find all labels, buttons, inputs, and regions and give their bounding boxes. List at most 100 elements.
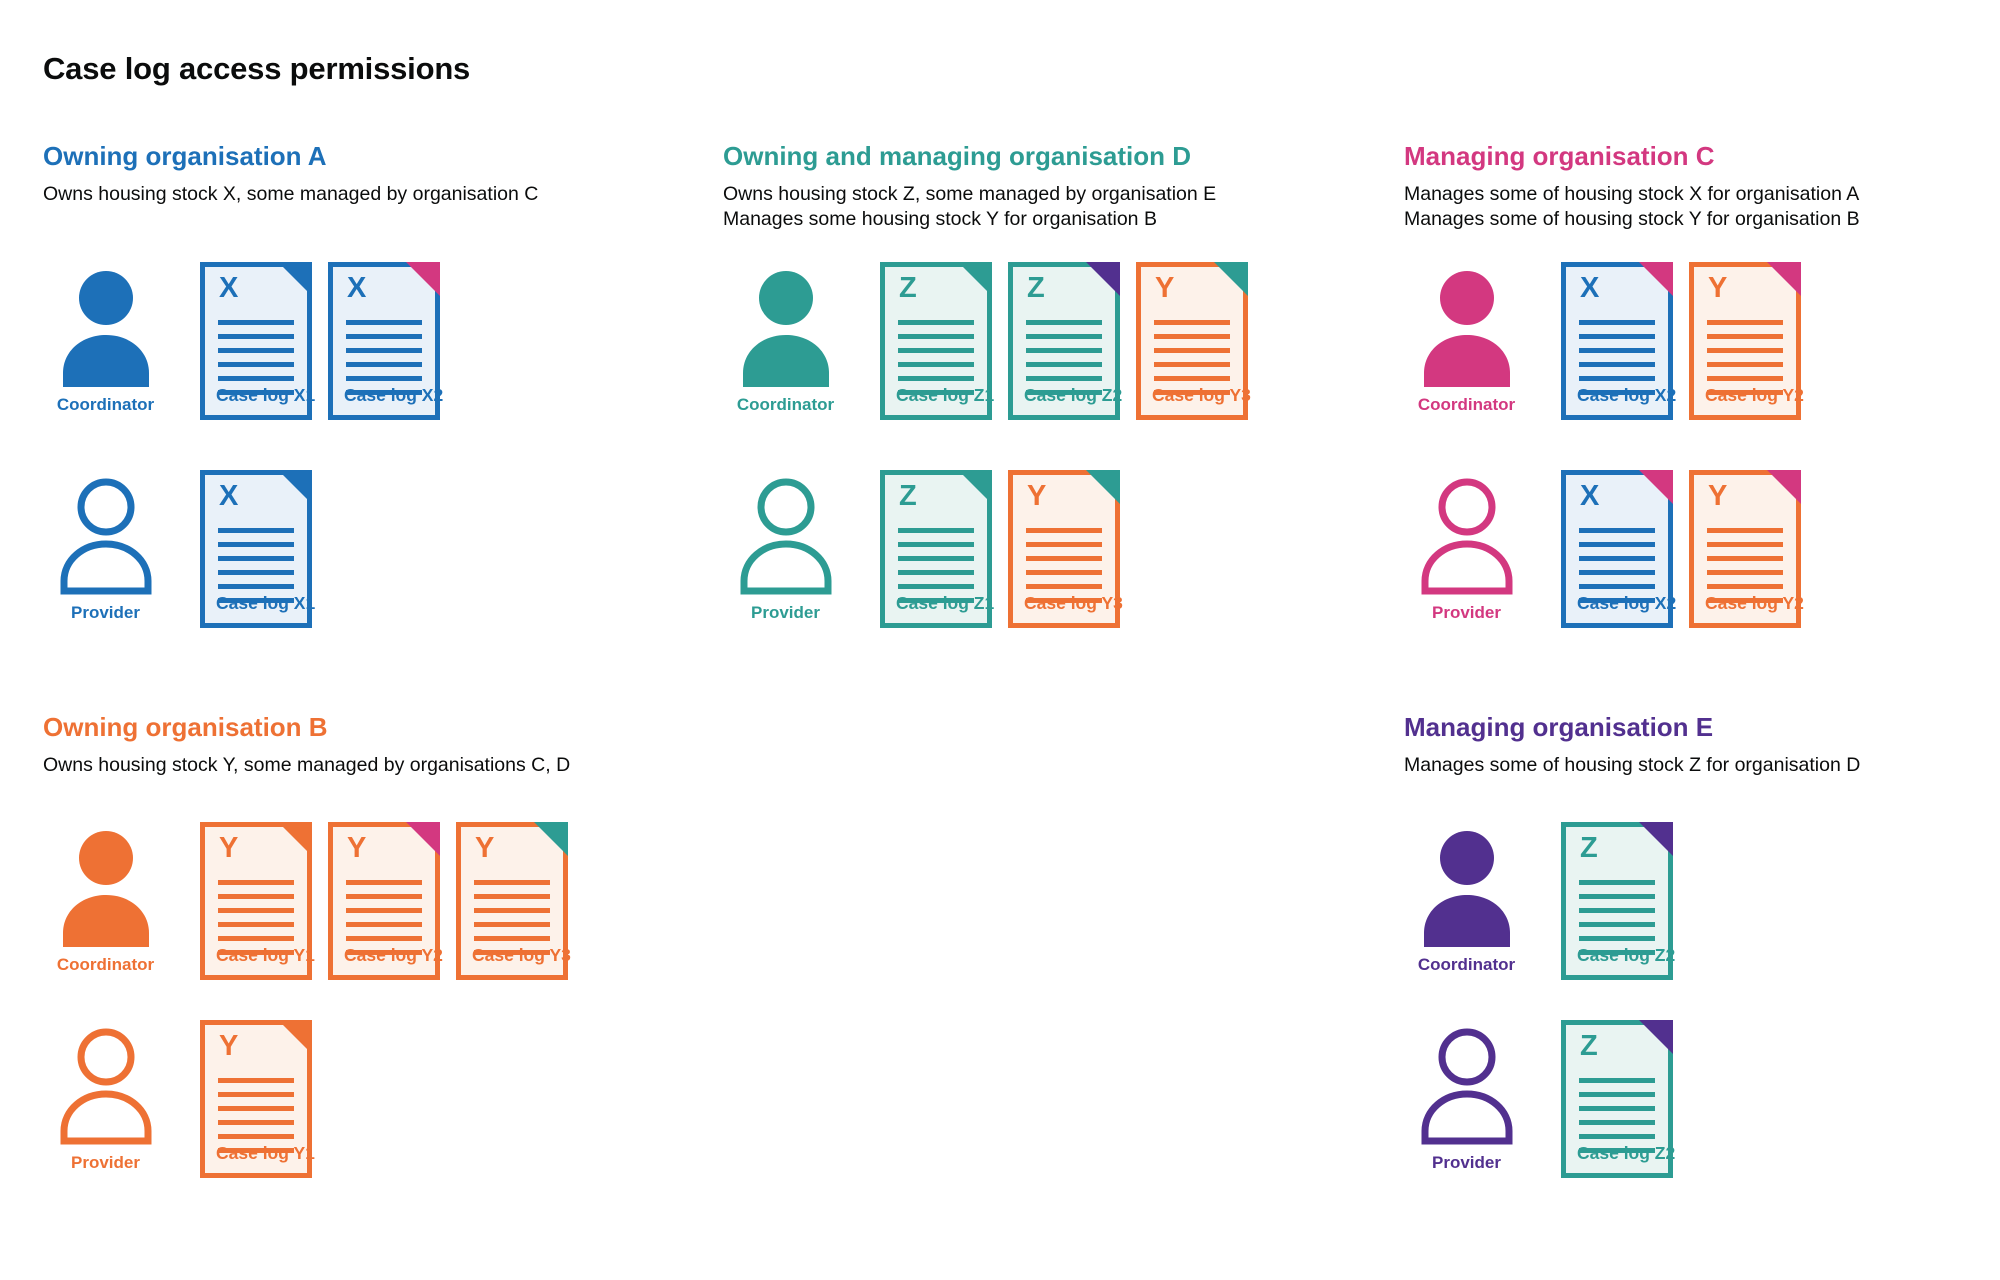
stock-letter: Y — [1027, 480, 1047, 512]
stock-letter: Z — [899, 272, 917, 304]
folded-corner — [1767, 262, 1801, 296]
coordinator-row: Coordinator Z Case log Z1 Z Case log Z2 … — [723, 262, 1251, 420]
text-lines — [1707, 528, 1783, 603]
case-log-doc: Y Case log Y2 — [328, 822, 443, 980]
stock-letter: Y — [475, 832, 495, 864]
case-log-doc: Y Case log Y2 — [1689, 262, 1804, 420]
stock-letter: Y — [347, 832, 367, 864]
case-log-label: Case log X2 — [1577, 593, 1677, 613]
text-lines — [1026, 528, 1102, 603]
case-log-doc: Z Case log Z2 — [1561, 1020, 1676, 1178]
role-label: Coordinator — [56, 955, 155, 974]
person-outline-icon — [1421, 1028, 1512, 1145]
stock-letter: Y — [1708, 272, 1728, 304]
section-description: Owns housing stock Z, some managed by or… — [723, 183, 1217, 230]
text-lines — [1154, 320, 1230, 395]
case-log-doc: Y Case log Y3 — [1008, 470, 1123, 628]
case-log-label: Case log Z2 — [1577, 1143, 1676, 1163]
stock-letter: X — [1580, 272, 1600, 304]
provider-row: Provider Z Case log Z1 Y Case log Y3 — [723, 470, 1123, 628]
provider-row: Provider Y Case log Y1 — [43, 1020, 315, 1178]
folded-corner — [1639, 1020, 1673, 1054]
coordinator: Coordinator — [723, 262, 848, 415]
folded-corner — [406, 262, 440, 296]
stock-letter: Y — [1708, 480, 1728, 512]
folded-corner — [406, 822, 440, 856]
case-log-doc: X Case log X1 — [200, 470, 315, 628]
text-lines — [1026, 320, 1102, 395]
stock-letter: X — [347, 272, 367, 304]
stock-letter: X — [1580, 480, 1600, 512]
folded-corner — [958, 470, 992, 504]
folded-corner — [1639, 262, 1673, 296]
stock-letter: Y — [219, 832, 239, 864]
folded-corner — [958, 262, 992, 296]
case-log-doc: X Case log X2 — [1561, 470, 1677, 628]
case-log-doc: Z Case log Z2 — [1561, 822, 1675, 980]
case-log-label: Case log X1 — [216, 385, 316, 405]
folded-corner — [278, 262, 312, 296]
coordinator: Coordinator — [43, 262, 168, 415]
case-log-label: Case log Y1 — [216, 1143, 315, 1163]
case-log-label: Case log Y1 — [216, 945, 315, 965]
coordinator-row: Coordinator Y Case log Y1 Y Case log Y2 … — [43, 822, 571, 980]
text-lines — [218, 320, 294, 395]
folded-corner — [1086, 262, 1120, 296]
provider: Provider — [1404, 470, 1529, 623]
stock-letter: Z — [1027, 272, 1045, 304]
coordinator-row: Coordinator X Case log X2 Y Case log Y2 — [1404, 262, 1804, 420]
folded-corner — [1639, 822, 1673, 856]
provider: Provider — [1404, 1020, 1529, 1173]
provider-row: Provider X Case log X1 — [43, 470, 315, 628]
case-log-doc: Y Case log Y3 — [456, 822, 571, 980]
text-lines — [898, 320, 974, 395]
case-log-label: Case log X2 — [344, 385, 444, 405]
case-log-label: Case log Y3 — [1152, 385, 1251, 405]
role-label: Provider — [1432, 1153, 1501, 1172]
provider-row: Provider X Case log X2 Y Case log Y2 — [1404, 470, 1804, 628]
person-filled-icon — [1423, 831, 1510, 947]
person-outline-icon — [1421, 478, 1512, 595]
text-lines — [1579, 320, 1655, 395]
text-lines — [1579, 880, 1655, 955]
case-log-doc: X Case log X1 — [200, 262, 316, 420]
coordinator: Coordinator — [1404, 262, 1529, 415]
case-log-doc: Z Case log Z2 — [1008, 262, 1122, 420]
text-lines — [346, 320, 422, 395]
person-filled-icon — [742, 271, 829, 387]
folded-corner — [278, 470, 312, 504]
section-description: Owns housing stock X, some managed by or… — [43, 183, 539, 205]
provider-row: Provider Z Case log Z2 — [1404, 1020, 1676, 1178]
text-lines — [474, 880, 550, 955]
text-lines — [218, 880, 294, 955]
stock-letter: X — [219, 480, 239, 512]
folded-corner — [278, 822, 312, 856]
section-description: Manages some of housing stock Z for orga… — [1404, 754, 1861, 776]
case-log-doc: Y Case log Y1 — [200, 1020, 315, 1178]
role-label: Coordinator — [1417, 955, 1516, 974]
case-log-label: Case log Y2 — [1705, 385, 1804, 405]
coordinator: Coordinator — [1404, 822, 1529, 975]
text-lines — [1579, 528, 1655, 603]
person-outline-icon — [740, 478, 831, 595]
case-log-doc: Y Case log Y1 — [200, 822, 315, 980]
section-owning-organisation-a: Owning organisation A Owns housing stock… — [43, 141, 693, 628]
case-log-doc: Y Case log Y2 — [1689, 470, 1804, 628]
case-log-doc: X Case log X2 — [1561, 262, 1676, 420]
stock-letter: Y — [219, 1030, 239, 1062]
section-title: Managing organisation E — [1404, 712, 1714, 742]
section-description: Manages some of housing stock X for orga… — [1404, 183, 1860, 230]
case-log-label: Case log Y2 — [1705, 593, 1804, 613]
section-title: Owning and managing organisation D — [723, 141, 1192, 171]
section-title: Owning organisation B — [43, 712, 328, 742]
stock-letter: Z — [1580, 1030, 1598, 1062]
case-log-doc: Z Case log Z1 — [880, 262, 994, 420]
case-log-label: Case log Y3 — [1024, 593, 1123, 613]
case-log-doc: Y Case log Y3 — [1136, 262, 1251, 420]
section-title: Managing organisation C — [1404, 141, 1715, 171]
folded-corner — [1214, 262, 1248, 296]
coordinator: Coordinator — [43, 822, 168, 975]
case-log-label: Case log Z1 — [896, 593, 995, 613]
case-log-label: Case log Y3 — [472, 945, 571, 965]
section-description: Owns housing stock Y, some managed by or… — [43, 754, 571, 776]
